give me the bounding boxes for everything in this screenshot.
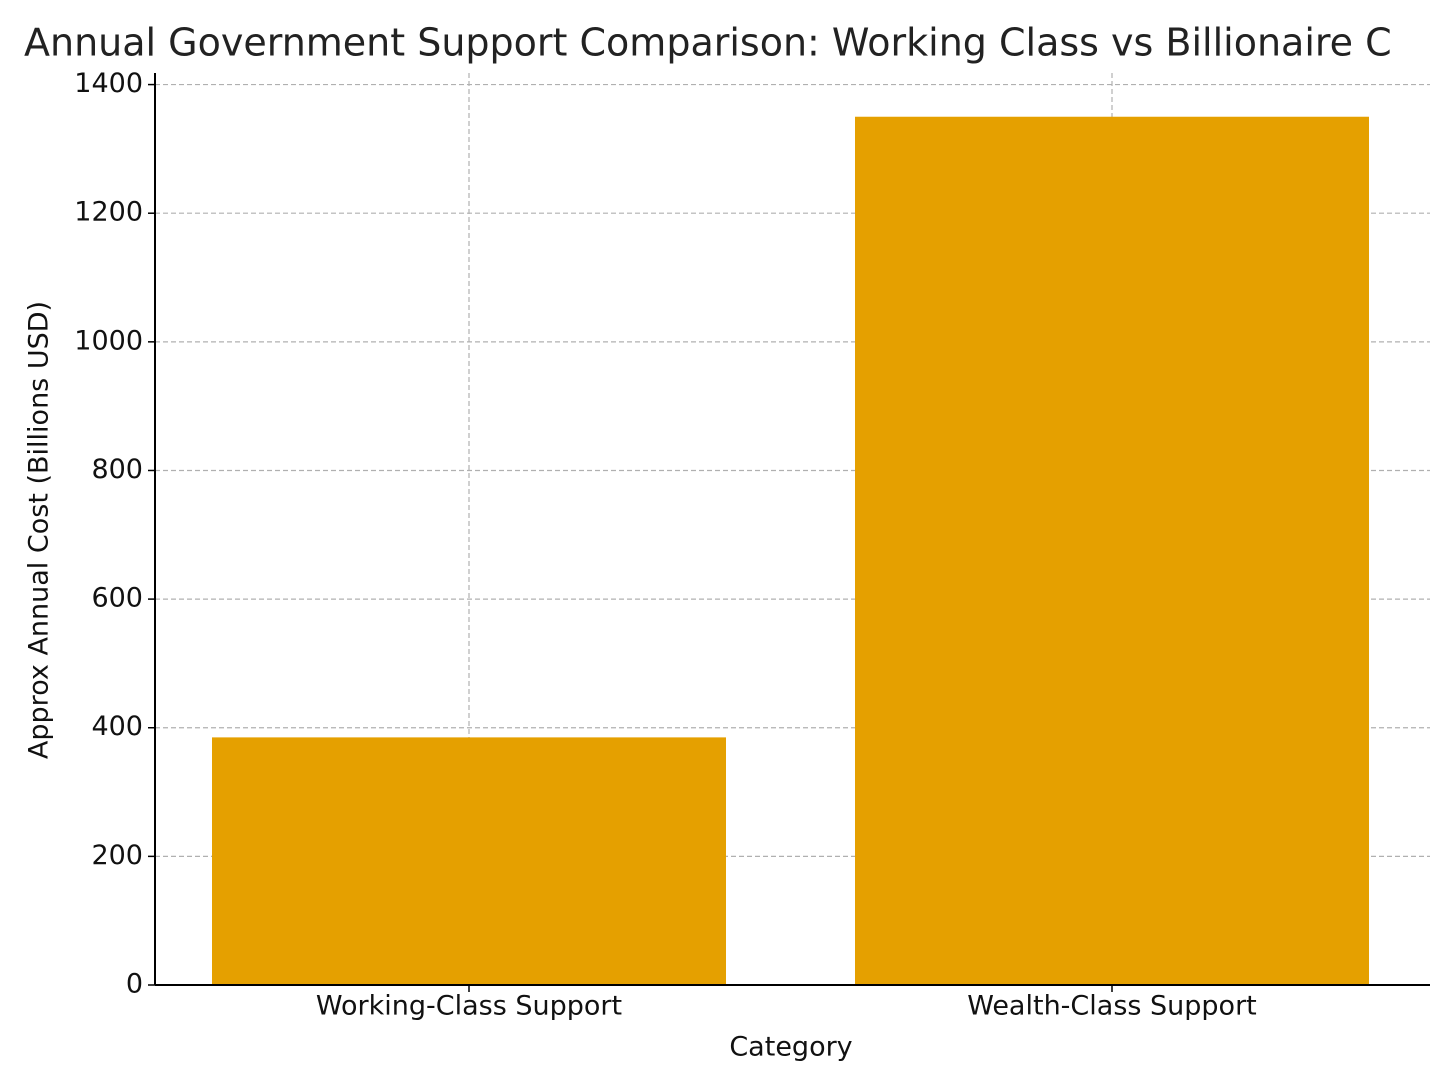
y-tick-label: 400 xyxy=(91,711,143,742)
bar xyxy=(212,737,726,985)
x-tick-label: Wealth-Class Support xyxy=(967,991,1257,1022)
chart-title: Annual Government Support Comparison: Wo… xyxy=(24,21,1392,65)
y-tick-label: 1400 xyxy=(74,68,143,99)
y-tick-label: 1200 xyxy=(74,197,143,228)
y-tick-label: 600 xyxy=(91,583,143,614)
y-tick-label: 0 xyxy=(126,969,143,1000)
bar xyxy=(855,116,1369,985)
x-tick-label: Working-Class Support xyxy=(316,991,622,1022)
y-axis-label: Approx Annual Cost (Billions USD) xyxy=(24,301,55,759)
y-tick-label: 200 xyxy=(91,840,143,871)
y-tick-label: 1000 xyxy=(74,325,143,356)
x-axis-label: Category xyxy=(729,1032,852,1063)
y-tick-label: 800 xyxy=(91,454,143,485)
